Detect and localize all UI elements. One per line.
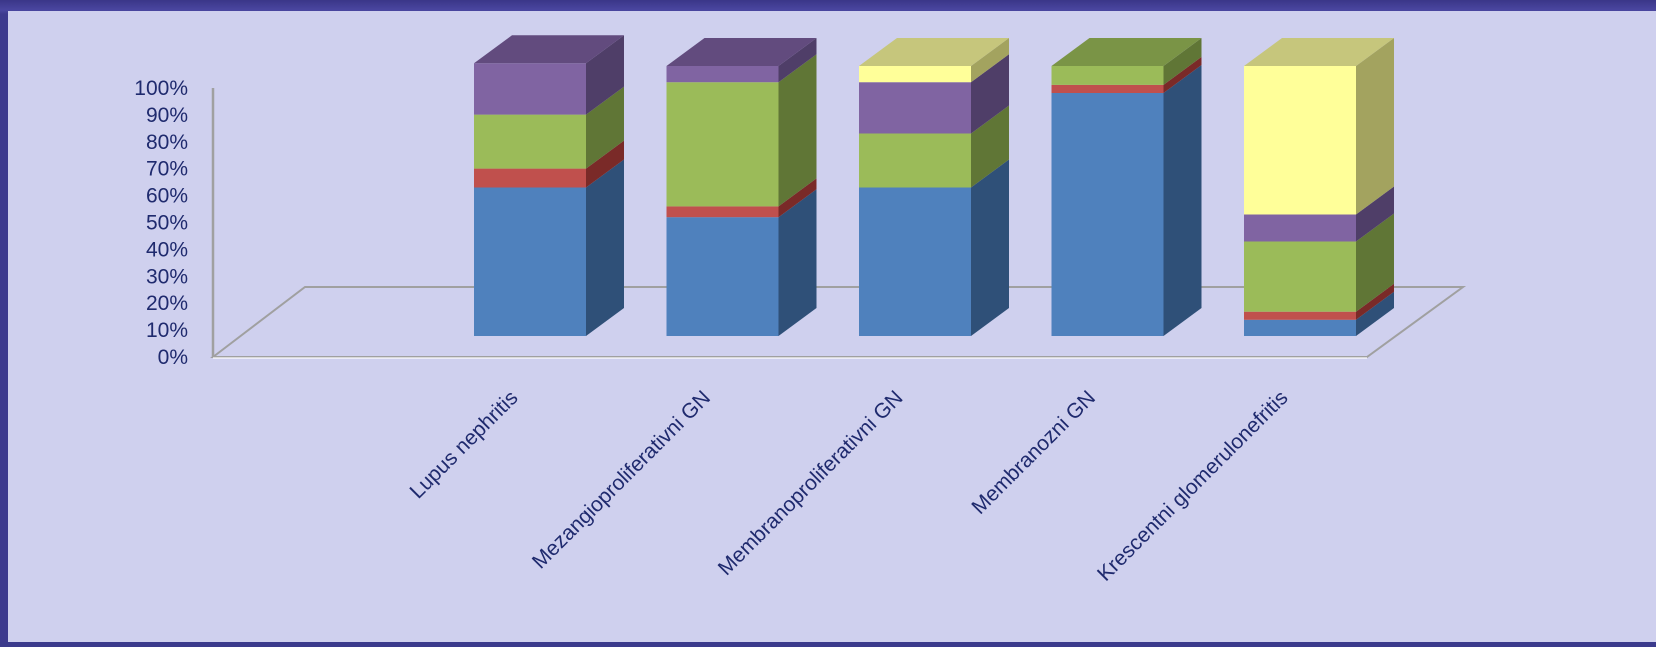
bar-segment — [666, 66, 779, 83]
bar-segment-side — [1356, 213, 1394, 312]
bar-segment — [666, 206, 779, 218]
y-tick-label: 50% — [146, 212, 188, 235]
y-axis: 0% 10% 20% 30% 40% 50% 60% 70% 80% 90% 100% — [134, 77, 215, 369]
bar-segment-side — [971, 54, 1009, 134]
bar-top — [666, 38, 817, 66]
bar-segment-side — [1356, 291, 1394, 336]
x-tick-label: Membranoproliferativni GN — [714, 386, 908, 580]
bar-segment — [474, 63, 586, 115]
bar-segment — [1244, 241, 1356, 312]
bar-segment — [859, 66, 971, 83]
y-tick-label: 40% — [146, 238, 188, 261]
bar-segment-side — [1356, 38, 1394, 215]
bar-segment-side — [778, 178, 817, 218]
bar-segment — [1051, 93, 1164, 336]
chart-floor — [210, 286, 1467, 359]
bar-stack — [666, 38, 817, 336]
bar-segment-side — [971, 105, 1009, 188]
bar-segment-side — [1163, 38, 1202, 85]
bar-segment-side — [778, 189, 817, 336]
bar-segment — [1051, 84, 1164, 93]
bar-stack — [859, 38, 1009, 336]
x-tick-label: Lupus nephritis — [406, 386, 523, 503]
bar-segment — [859, 133, 971, 188]
y-tick-label: 100% — [134, 77, 188, 100]
bar-segment — [666, 82, 779, 207]
bar-segment-side — [1163, 56, 1202, 93]
x-tick-label: Krescentni glomerulonefritis — [1093, 386, 1292, 585]
bar-segment-side — [1356, 186, 1394, 242]
bar-segment-side — [586, 159, 624, 336]
chart-panel: 0% 10% 20% 30% 40% 50% 60% 70% 80% 90% 100% Lupus … — [8, 11, 1656, 642]
bar-segment — [474, 114, 586, 169]
bar-stack — [474, 35, 624, 336]
x-tick-label: Mezangioproliferativni GN — [528, 386, 715, 573]
bar-segment-side — [586, 140, 624, 188]
y-tick-label: 10% — [146, 319, 188, 342]
y-tick-label: 0% — [158, 346, 188, 369]
bar-segment-side — [778, 54, 817, 207]
x-axis-labels: Lupus nephritis Mezangioproliferativni GN… — [406, 386, 1293, 585]
bar-segment — [1244, 66, 1356, 215]
bar-stack — [1051, 38, 1202, 336]
bar-top — [474, 35, 624, 64]
bar-segment-side — [778, 38, 817, 83]
y-tick-label: 30% — [146, 265, 188, 288]
bar-segment — [474, 168, 586, 188]
bar-top — [1051, 38, 1202, 66]
bar-segment-side — [1163, 65, 1202, 336]
y-tick-label: 90% — [146, 104, 188, 127]
bar-segment-side — [586, 35, 624, 115]
bar-segment — [1051, 66, 1164, 85]
bar-segment — [1244, 214, 1356, 242]
stacked-bar-chart-3d: 0% 10% 20% 30% 40% 50% 60% 70% 80% 90% 100% Lupus … — [134, 35, 1467, 586]
bar-stack — [1244, 38, 1394, 336]
bar-segment — [859, 187, 971, 336]
y-tick-label: 80% — [146, 131, 188, 154]
bar-top — [859, 38, 1009, 66]
bars-group — [474, 35, 1394, 336]
bar-top — [1244, 38, 1394, 66]
y-tick-label: 60% — [146, 185, 188, 208]
bar-segment — [474, 187, 586, 336]
bar-segment-side — [971, 159, 1009, 336]
bar-segment-side — [586, 86, 624, 169]
bar-segment-side — [971, 38, 1009, 83]
bar-segment — [1244, 311, 1356, 320]
bar-segment — [859, 82, 971, 134]
y-tick-label: 70% — [146, 158, 188, 181]
bar-segment-side — [1356, 283, 1394, 320]
bar-segment — [1244, 319, 1356, 336]
y-tick-label: 20% — [146, 292, 188, 315]
x-tick-label: Membranozni GN — [967, 386, 1100, 519]
floor-outline — [210, 286, 1467, 358]
bar-segment — [666, 217, 779, 336]
